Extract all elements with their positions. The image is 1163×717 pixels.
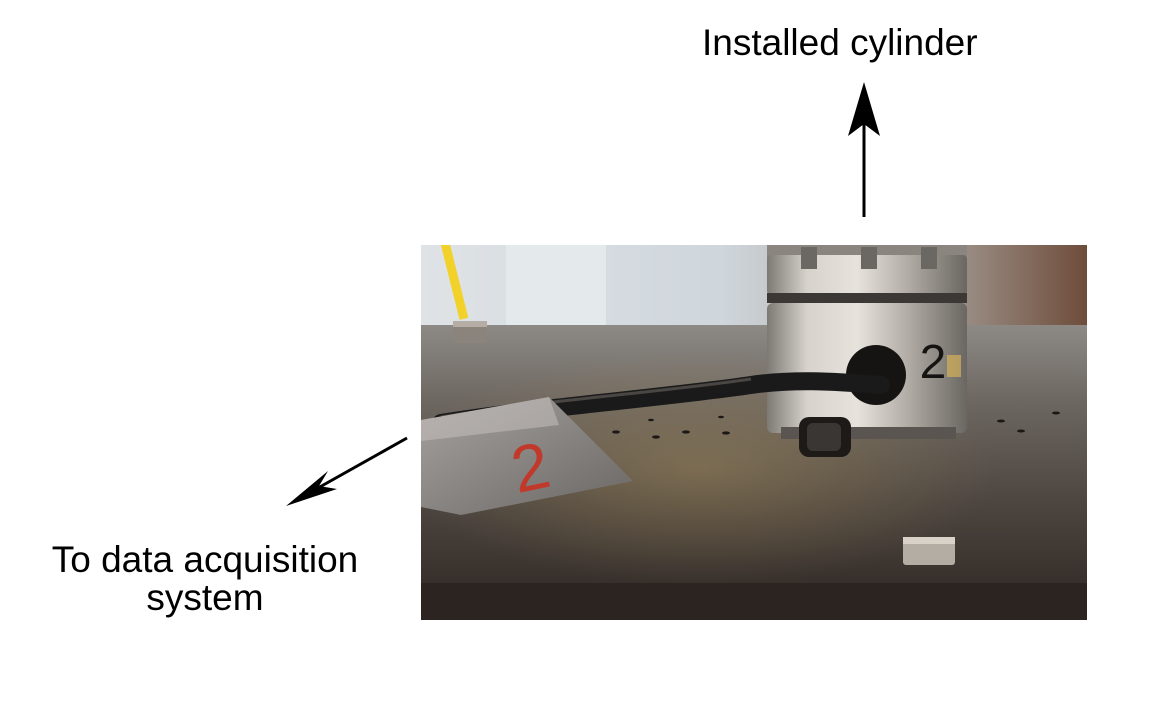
installed-cylinder-label: Installed cylinder	[702, 22, 978, 63]
data-acquisition-label: To data acquisition system	[20, 541, 390, 617]
data-acquisition-label-line2: system	[146, 577, 264, 618]
arrow-up	[848, 82, 880, 217]
sensor-cylinder	[767, 245, 967, 439]
table-edge	[421, 583, 1087, 620]
background-window	[506, 245, 606, 327]
bolt-right	[903, 537, 955, 565]
tape-tag	[421, 397, 633, 515]
cable-connector	[799, 417, 851, 457]
data-acquisition-label-line1: To data acquisition	[51, 539, 359, 580]
experiment-photo: 2 2	[421, 245, 1087, 620]
yellow-pole	[440, 245, 469, 320]
table-holes	[612, 411, 1060, 439]
arrow-down-left	[286, 436, 408, 506]
bolt-left	[453, 321, 487, 343]
sensor-number: 2	[920, 336, 947, 389]
